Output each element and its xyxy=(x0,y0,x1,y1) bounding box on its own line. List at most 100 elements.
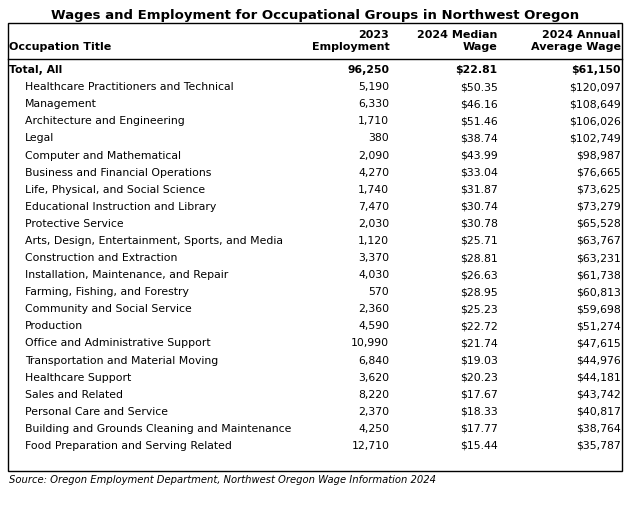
Text: 2,370: 2,370 xyxy=(358,407,389,417)
Text: 6,330: 6,330 xyxy=(358,99,389,109)
Text: 8,220: 8,220 xyxy=(358,390,389,400)
Text: $25.71: $25.71 xyxy=(460,236,498,246)
Text: 2024 Median: 2024 Median xyxy=(417,30,498,40)
Text: 1,120: 1,120 xyxy=(358,236,389,246)
Text: Life, Physical, and Social Science: Life, Physical, and Social Science xyxy=(25,185,205,195)
Text: $38.74: $38.74 xyxy=(460,133,498,143)
Text: Building and Grounds Cleaning and Maintenance: Building and Grounds Cleaning and Mainte… xyxy=(25,424,292,434)
Text: 10,990: 10,990 xyxy=(351,338,389,348)
Text: $46.16: $46.16 xyxy=(460,99,498,109)
Text: Healthcare Support: Healthcare Support xyxy=(25,373,132,383)
Text: Arts, Design, Entertainment, Sports, and Media: Arts, Design, Entertainment, Sports, and… xyxy=(25,236,284,246)
Text: $28.81: $28.81 xyxy=(460,253,498,263)
Text: Architecture and Engineering: Architecture and Engineering xyxy=(25,116,185,126)
Text: 4,270: 4,270 xyxy=(358,168,389,178)
Text: $108,649: $108,649 xyxy=(569,99,621,109)
Text: Computer and Mathematical: Computer and Mathematical xyxy=(25,150,181,161)
Text: $35,787: $35,787 xyxy=(576,441,621,451)
Text: $30.78: $30.78 xyxy=(460,219,498,229)
Text: $31.87: $31.87 xyxy=(460,185,498,195)
Text: 7,470: 7,470 xyxy=(358,202,389,212)
Text: $60,813: $60,813 xyxy=(576,287,621,297)
Text: $51,274: $51,274 xyxy=(576,321,621,331)
Text: Business and Financial Operations: Business and Financial Operations xyxy=(25,168,212,178)
Text: 4,250: 4,250 xyxy=(358,424,389,434)
Text: Personal Care and Service: Personal Care and Service xyxy=(25,407,168,417)
Text: $15.44: $15.44 xyxy=(460,441,498,451)
Text: $17.77: $17.77 xyxy=(460,424,498,434)
Text: $47,615: $47,615 xyxy=(576,338,621,348)
Text: $43.99: $43.99 xyxy=(460,150,498,161)
Text: $26.63: $26.63 xyxy=(460,270,498,280)
Text: Production: Production xyxy=(25,321,83,331)
Text: Educational Instruction and Library: Educational Instruction and Library xyxy=(25,202,217,212)
Text: Legal: Legal xyxy=(25,133,54,143)
Text: $22.81: $22.81 xyxy=(455,65,498,75)
Text: $20.23: $20.23 xyxy=(460,373,498,383)
Text: Office and Administrative Support: Office and Administrative Support xyxy=(25,338,211,348)
Text: 2,030: 2,030 xyxy=(358,219,389,229)
Text: 5,190: 5,190 xyxy=(358,82,389,92)
Text: $73,625: $73,625 xyxy=(576,185,621,195)
Text: 96,250: 96,250 xyxy=(347,65,389,75)
Text: $50.35: $50.35 xyxy=(460,82,498,92)
Text: 2,090: 2,090 xyxy=(358,150,389,161)
Text: $25.23: $25.23 xyxy=(460,305,498,314)
Text: Sales and Related: Sales and Related xyxy=(25,390,123,400)
Text: $44,976: $44,976 xyxy=(576,356,621,366)
Text: Management: Management xyxy=(25,99,97,109)
Text: $106,026: $106,026 xyxy=(569,116,621,126)
Text: $65,528: $65,528 xyxy=(576,219,621,229)
Text: $38,764: $38,764 xyxy=(576,424,621,434)
Text: Wage: Wage xyxy=(463,42,498,52)
Text: $76,665: $76,665 xyxy=(576,168,621,178)
Text: $61,738: $61,738 xyxy=(576,270,621,280)
Text: Protective Service: Protective Service xyxy=(25,219,124,229)
Text: $63,767: $63,767 xyxy=(576,236,621,246)
Text: 2023: 2023 xyxy=(358,30,389,40)
Text: $33.04: $33.04 xyxy=(460,168,498,178)
Text: Average Wage: Average Wage xyxy=(530,42,621,52)
Text: $17.67: $17.67 xyxy=(460,390,498,400)
Text: Installation, Maintenance, and Repair: Installation, Maintenance, and Repair xyxy=(25,270,229,280)
Text: Transportation and Material Moving: Transportation and Material Moving xyxy=(25,356,219,366)
Text: $28.95: $28.95 xyxy=(460,287,498,297)
Text: 3,370: 3,370 xyxy=(358,253,389,263)
Text: $102,749: $102,749 xyxy=(569,133,621,143)
Text: 1,710: 1,710 xyxy=(358,116,389,126)
Text: $61,150: $61,150 xyxy=(571,65,621,75)
Text: $59,698: $59,698 xyxy=(576,305,621,314)
Text: Farming, Fishing, and Forestry: Farming, Fishing, and Forestry xyxy=(25,287,189,297)
Text: Occupation Title: Occupation Title xyxy=(9,42,112,52)
Text: 1,740: 1,740 xyxy=(358,185,389,195)
Text: $22.72: $22.72 xyxy=(460,321,498,331)
Text: 4,590: 4,590 xyxy=(358,321,389,331)
Text: $40,817: $40,817 xyxy=(576,407,621,417)
Text: 4,030: 4,030 xyxy=(358,270,389,280)
Text: 12,710: 12,710 xyxy=(352,441,389,451)
Text: $51.46: $51.46 xyxy=(460,116,498,126)
Text: Construction and Extraction: Construction and Extraction xyxy=(25,253,178,263)
Text: Healthcare Practitioners and Technical: Healthcare Practitioners and Technical xyxy=(25,82,234,92)
Text: $120,097: $120,097 xyxy=(569,82,621,92)
Text: $30.74: $30.74 xyxy=(460,202,498,212)
Text: 570: 570 xyxy=(369,287,389,297)
Text: $98,987: $98,987 xyxy=(576,150,621,161)
Text: 6,840: 6,840 xyxy=(358,356,389,366)
Text: 380: 380 xyxy=(369,133,389,143)
Text: Employment: Employment xyxy=(312,42,389,52)
Text: Total, All: Total, All xyxy=(9,65,63,75)
Text: $63,231: $63,231 xyxy=(576,253,621,263)
Text: $18.33: $18.33 xyxy=(460,407,498,417)
Text: Wages and Employment for Occupational Groups in Northwest Oregon: Wages and Employment for Occupational Gr… xyxy=(51,9,579,22)
Text: Food Preparation and Serving Related: Food Preparation and Serving Related xyxy=(25,441,232,451)
Text: 3,620: 3,620 xyxy=(358,373,389,383)
Text: Source: Oregon Employment Department, Northwest Oregon Wage Information 2024: Source: Oregon Employment Department, No… xyxy=(9,475,437,485)
Text: $44,181: $44,181 xyxy=(576,373,621,383)
Text: Community and Social Service: Community and Social Service xyxy=(25,305,192,314)
Text: $19.03: $19.03 xyxy=(460,356,498,366)
Text: 2024 Annual: 2024 Annual xyxy=(542,30,621,40)
Text: 2,360: 2,360 xyxy=(358,305,389,314)
Text: $43,742: $43,742 xyxy=(576,390,621,400)
Text: $73,279: $73,279 xyxy=(576,202,621,212)
